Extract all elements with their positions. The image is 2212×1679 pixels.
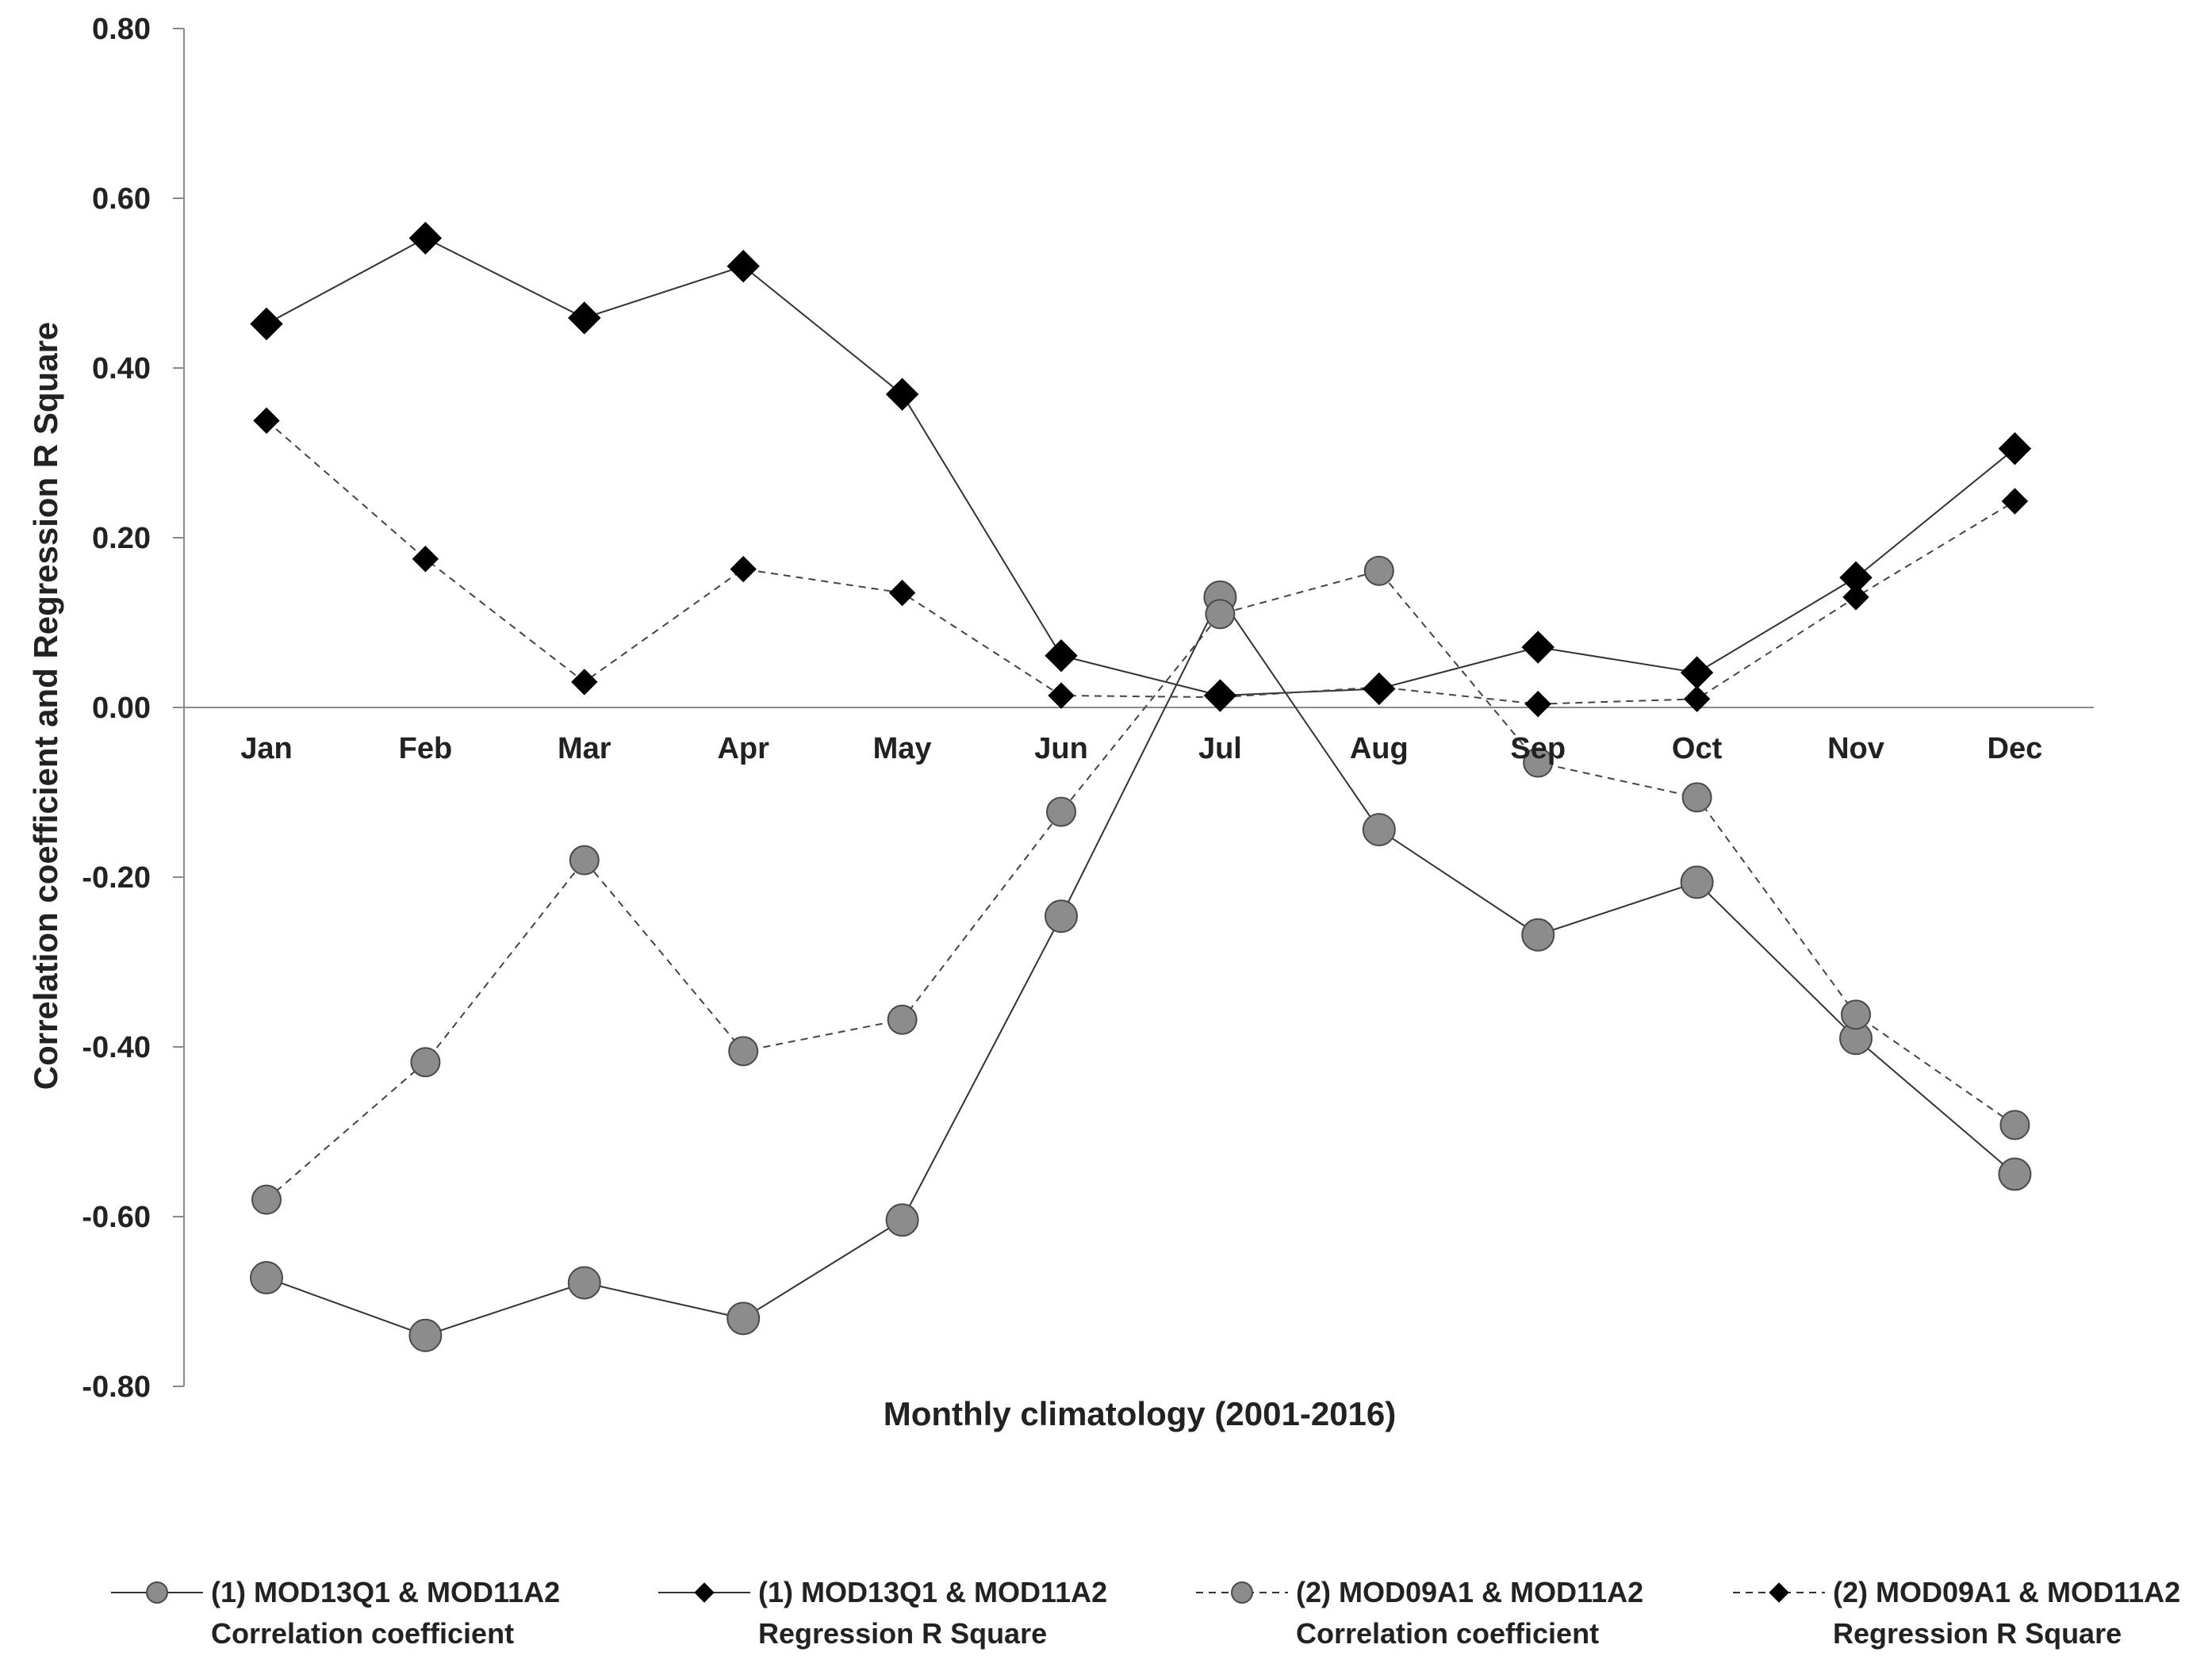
legend-marker-3 — [1231, 1581, 1253, 1604]
y-tick-label: 0.00 — [92, 692, 151, 725]
series-2-point — [726, 249, 760, 283]
series-1-point — [726, 1301, 761, 1336]
series-1-point — [567, 1266, 601, 1300]
series-3-point — [1363, 555, 1394, 586]
series-line-1 — [266, 595, 2016, 1336]
y-tick-label: 0.40 — [92, 352, 151, 385]
series-4-point — [571, 669, 598, 696]
legend-sublabel: Regression R Square — [758, 1617, 1047, 1650]
legend-sublabel: Correlation coefficient — [1296, 1617, 1599, 1650]
axes — [173, 28, 2094, 1387]
series-4-point — [1683, 685, 1711, 713]
x-axis-title: Monthly climatology (2001-2016) — [884, 1395, 1397, 1432]
x-tick-label: Dec — [1988, 732, 2043, 765]
y-tick-label: -0.20 — [82, 861, 151, 895]
x-tick-label: Mar — [558, 732, 611, 765]
y-tick-label: 0.20 — [92, 522, 151, 555]
series-2-point — [885, 378, 919, 411]
series-2-point — [1521, 631, 1555, 664]
series-4-point — [730, 555, 757, 583]
x-tick-label: Sep — [1510, 732, 1566, 765]
y-tick-label: -0.80 — [82, 1370, 151, 1404]
series-3-point — [887, 1004, 918, 1035]
series-1-point — [408, 1318, 443, 1352]
series-4-point — [1048, 682, 1075, 709]
y-tick-label: 0.80 — [92, 13, 151, 46]
tick-labels: 0.80 0.60 0.40 0.20 0.00 -0.20 -0.40 -0.60 -0.80… — [82, 13, 2042, 1404]
x-tick-label: Jan — [240, 732, 292, 765]
series-3-point — [1046, 796, 1076, 827]
x-tick-label: Jun — [1034, 732, 1088, 765]
series-1-point — [1998, 1157, 2032, 1191]
series-4-point — [412, 546, 439, 573]
series-line-3 — [266, 569, 2015, 1201]
x-tick-label: Oct — [1672, 732, 1723, 765]
series-4-point — [888, 579, 916, 607]
legend-marker-2 — [694, 1582, 715, 1603]
x-tick-label: Aug — [1350, 732, 1409, 765]
series-line-2 — [266, 237, 2016, 697]
series-2-point — [250, 307, 283, 341]
legend-label: (1) MOD13Q1 & MOD11A2 — [211, 1576, 560, 1608]
series-2-point — [408, 221, 443, 255]
legend: (1) MOD13Q1 & MOD11A2 Correlation coeffic… — [111, 1576, 2180, 1650]
series-markers — [250, 221, 2032, 1352]
series-4-point — [1842, 584, 1869, 611]
series-3-point — [1523, 747, 1554, 778]
series-2-point — [1998, 431, 2032, 466]
series-1-point — [1362, 813, 1396, 847]
x-tick-label: Jul — [1198, 732, 1242, 765]
legend-sublabel: Regression R Square — [1833, 1617, 2122, 1650]
series-1-point — [1680, 865, 1714, 899]
series-1-point — [885, 1203, 919, 1237]
x-tick-label: Nov — [1827, 732, 1884, 765]
y-tick-label: -0.40 — [82, 1031, 151, 1064]
y-tick-label: 0.60 — [92, 182, 151, 216]
series-4-point — [1366, 673, 1393, 701]
series-3-point — [728, 1036, 759, 1067]
legend-label: (2) MOD09A1 & MOD11A2 — [1296, 1576, 1643, 1608]
series-1-point — [250, 1261, 283, 1295]
series-3-point — [410, 1047, 441, 1078]
series-1-point — [1045, 899, 1078, 933]
legend-marker-4 — [1769, 1582, 1789, 1603]
legend-marker-1 — [146, 1581, 168, 1604]
series-3-point — [1205, 599, 1236, 630]
legend-label: (1) MOD13Q1 & MOD11A2 — [758, 1576, 1107, 1608]
series-lines — [266, 237, 2016, 1336]
series-1-point — [1521, 918, 1555, 952]
series-4-point — [1524, 691, 1551, 718]
series-2-point — [1680, 656, 1714, 689]
series-4-point — [2001, 488, 2029, 515]
y-axis-title: Correlation coefficient and Regression R… — [27, 322, 64, 1091]
series-4-point — [253, 407, 280, 435]
series-2-point — [568, 301, 601, 335]
x-tick-label: May — [873, 732, 932, 765]
series-2-point — [1045, 639, 1078, 673]
series-3-point — [1841, 999, 1871, 1030]
legend-sublabel: Correlation coefficient — [211, 1617, 514, 1650]
y-tick-label: -0.60 — [82, 1201, 151, 1234]
series-3-point — [1681, 782, 1712, 813]
x-tick-label: Apr — [717, 732, 769, 765]
legend-label: (2) MOD09A1 & MOD11A2 — [1833, 1576, 2180, 1608]
series-3-point — [569, 845, 600, 876]
series-line-4 — [266, 420, 2015, 705]
series-3-point — [251, 1184, 282, 1215]
series-3-point — [1999, 1110, 2030, 1140]
series-4-point — [1206, 684, 1234, 711]
x-tick-label: Feb — [399, 732, 453, 765]
